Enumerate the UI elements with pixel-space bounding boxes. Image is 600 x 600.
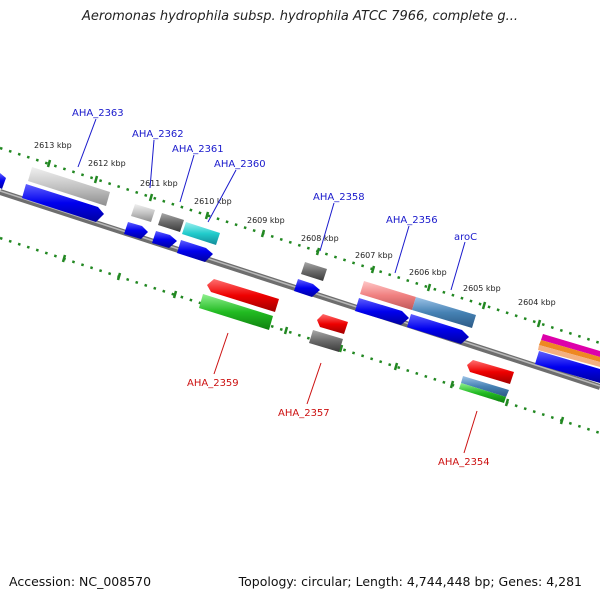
cds-arrow[interactable] (294, 279, 320, 297)
gene-label-forward[interactable]: AHA_2358 (313, 192, 365, 203)
reverse-features (199, 279, 514, 403)
kbp-label: 2605 kbp (463, 284, 501, 293)
kbp-label: 2609 kbp (247, 216, 285, 225)
gene-label-forward[interactable]: AHA_2363 (72, 108, 124, 119)
forward-track-dots (0, 146, 600, 345)
gene-feature-ahas2354-steel[interactable] (461, 376, 509, 397)
gene-label-reverse[interactable]: AHA_2357 (278, 408, 330, 419)
gene-label-forward[interactable]: AHA_2362 (132, 129, 184, 140)
gene-label-forward[interactable]: AHA_2361 (172, 144, 224, 155)
kbp-label: 2610 kbp (194, 197, 232, 206)
gene-label-forward[interactable]: aroC (454, 232, 477, 243)
kbp-label: 2613 kbp (34, 141, 72, 150)
kbp-label: 2606 kbp (409, 268, 447, 277)
cds-arrow[interactable] (0, 173, 6, 189)
topology-text: Topology: circular; Length: 4,744,448 bp… (238, 574, 582, 589)
kbp-label: 2608 kbp (301, 234, 339, 243)
gene-feature-ahas2357-gray[interactable] (309, 330, 343, 352)
gene-feature-ahas2357-red[interactable] (317, 314, 348, 334)
cds-arrow[interactable] (152, 231, 177, 248)
gene-label-reverse[interactable]: AHA_2359 (187, 378, 239, 389)
gene-feature-multi[interactable] (538, 334, 600, 367)
label-leaders (77, 118, 478, 454)
kbp-label: 2611 kbp (140, 179, 178, 188)
gene-feature-ahas2363[interactable] (28, 167, 110, 206)
kbp-label: 2607 kbp (355, 251, 393, 260)
gene-label-reverse[interactable]: AHA_2354 (438, 457, 490, 468)
cds-arrow[interactable] (124, 222, 148, 239)
kbp-label: 2612 kbp (88, 159, 126, 168)
gene-feature-ahas2361[interactable] (158, 213, 184, 232)
gene-feature-ahas2356[interactable] (360, 281, 416, 310)
gene-feature-aroC[interactable] (412, 297, 476, 328)
gene-label-forward[interactable]: AHA_2360 (214, 159, 266, 170)
accession-text: Accession: NC_008570 (9, 574, 152, 589)
gene-feature-ahas2354-green[interactable] (459, 383, 506, 403)
forward-features (28, 167, 600, 367)
gene-feature-ahas2360[interactable] (182, 222, 220, 245)
map-title: Aeromonas hydrophila subsp. hydrophila A… (81, 9, 519, 24)
gene-feature-ahas2359-red[interactable] (207, 279, 279, 312)
gene-feature-ahas2359-green[interactable] (199, 294, 273, 330)
kbp-ticks (46, 159, 565, 425)
cds-arrow[interactable] (177, 240, 213, 262)
cds-arrow[interactable] (407, 314, 469, 344)
gene-feature-ahas2362[interactable] (131, 204, 155, 222)
cds-arrow[interactable] (355, 298, 409, 325)
gene-label-forward[interactable]: AHA_2356 (386, 215, 438, 226)
forward-cds (0, 173, 600, 383)
kbp-label: 2604 kbp (518, 298, 556, 307)
gene-feature-ahas2358[interactable] (301, 262, 327, 281)
cds-arrow[interactable] (535, 351, 600, 383)
reverse-track-dots (0, 236, 600, 435)
cds-arrow[interactable] (22, 184, 104, 222)
gene-feature-ahas2354-red[interactable] (467, 360, 514, 384)
